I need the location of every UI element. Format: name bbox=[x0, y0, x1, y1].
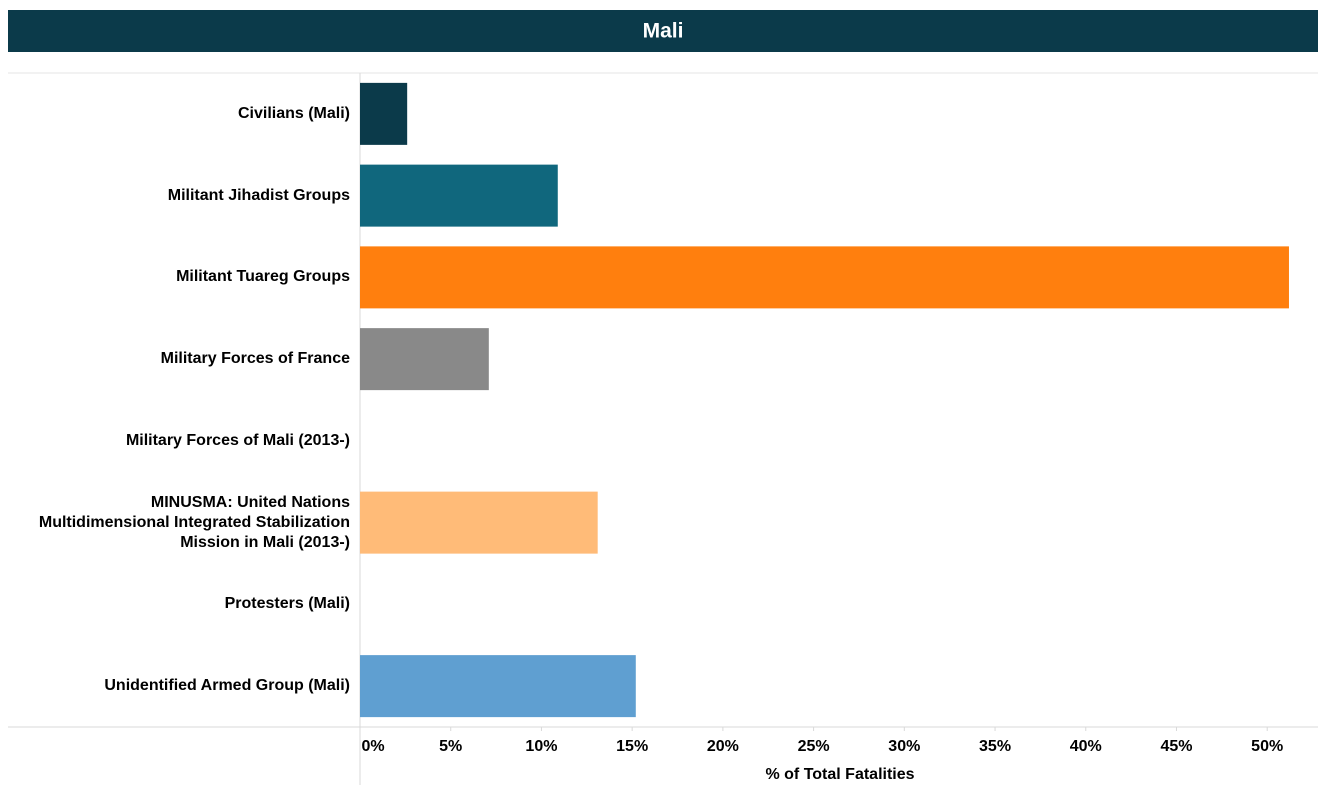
x-tick-label: 30% bbox=[888, 738, 920, 755]
x-tick-label: 25% bbox=[798, 738, 830, 755]
y-tick-label: Civilians (Mali) bbox=[237, 104, 350, 122]
bar bbox=[360, 491, 598, 554]
x-axis-label: % of Total Fatalities bbox=[765, 766, 914, 783]
y-tick-label: Militant Jihadist Groups bbox=[167, 186, 350, 204]
x-tick-label: 45% bbox=[1160, 738, 1192, 755]
x-tick-label: 50% bbox=[1251, 738, 1283, 755]
y-tick-label: Military Forces of France bbox=[160, 350, 350, 368]
title-bar bbox=[8, 10, 1318, 52]
chart-title: Mali bbox=[643, 20, 684, 43]
y-tick-label: Militant Tuareg Groups bbox=[176, 268, 350, 286]
x-tick-label: 35% bbox=[979, 738, 1011, 755]
bar bbox=[360, 655, 636, 718]
y-tick-label: Unidentified Armed Group (Mali) bbox=[104, 677, 350, 695]
x-tick-label: 10% bbox=[525, 738, 557, 755]
y-tick-label: Military Forces of Mali (2013-) bbox=[125, 431, 350, 449]
bar bbox=[360, 82, 408, 145]
x-tick-label: 15% bbox=[616, 738, 648, 755]
bar bbox=[360, 164, 558, 227]
y-tick-label: MINUSMA: United Nations Multidimensional… bbox=[38, 493, 350, 551]
y-tick-label: Protesters (Mali) bbox=[224, 595, 350, 613]
x-tick-label: 40% bbox=[1070, 738, 1102, 755]
x-tick-label: 20% bbox=[707, 738, 739, 755]
bar bbox=[360, 246, 1289, 309]
x-tick-label: 0% bbox=[361, 738, 384, 755]
x-tick-label: 5% bbox=[439, 738, 462, 755]
bar bbox=[360, 328, 489, 391]
